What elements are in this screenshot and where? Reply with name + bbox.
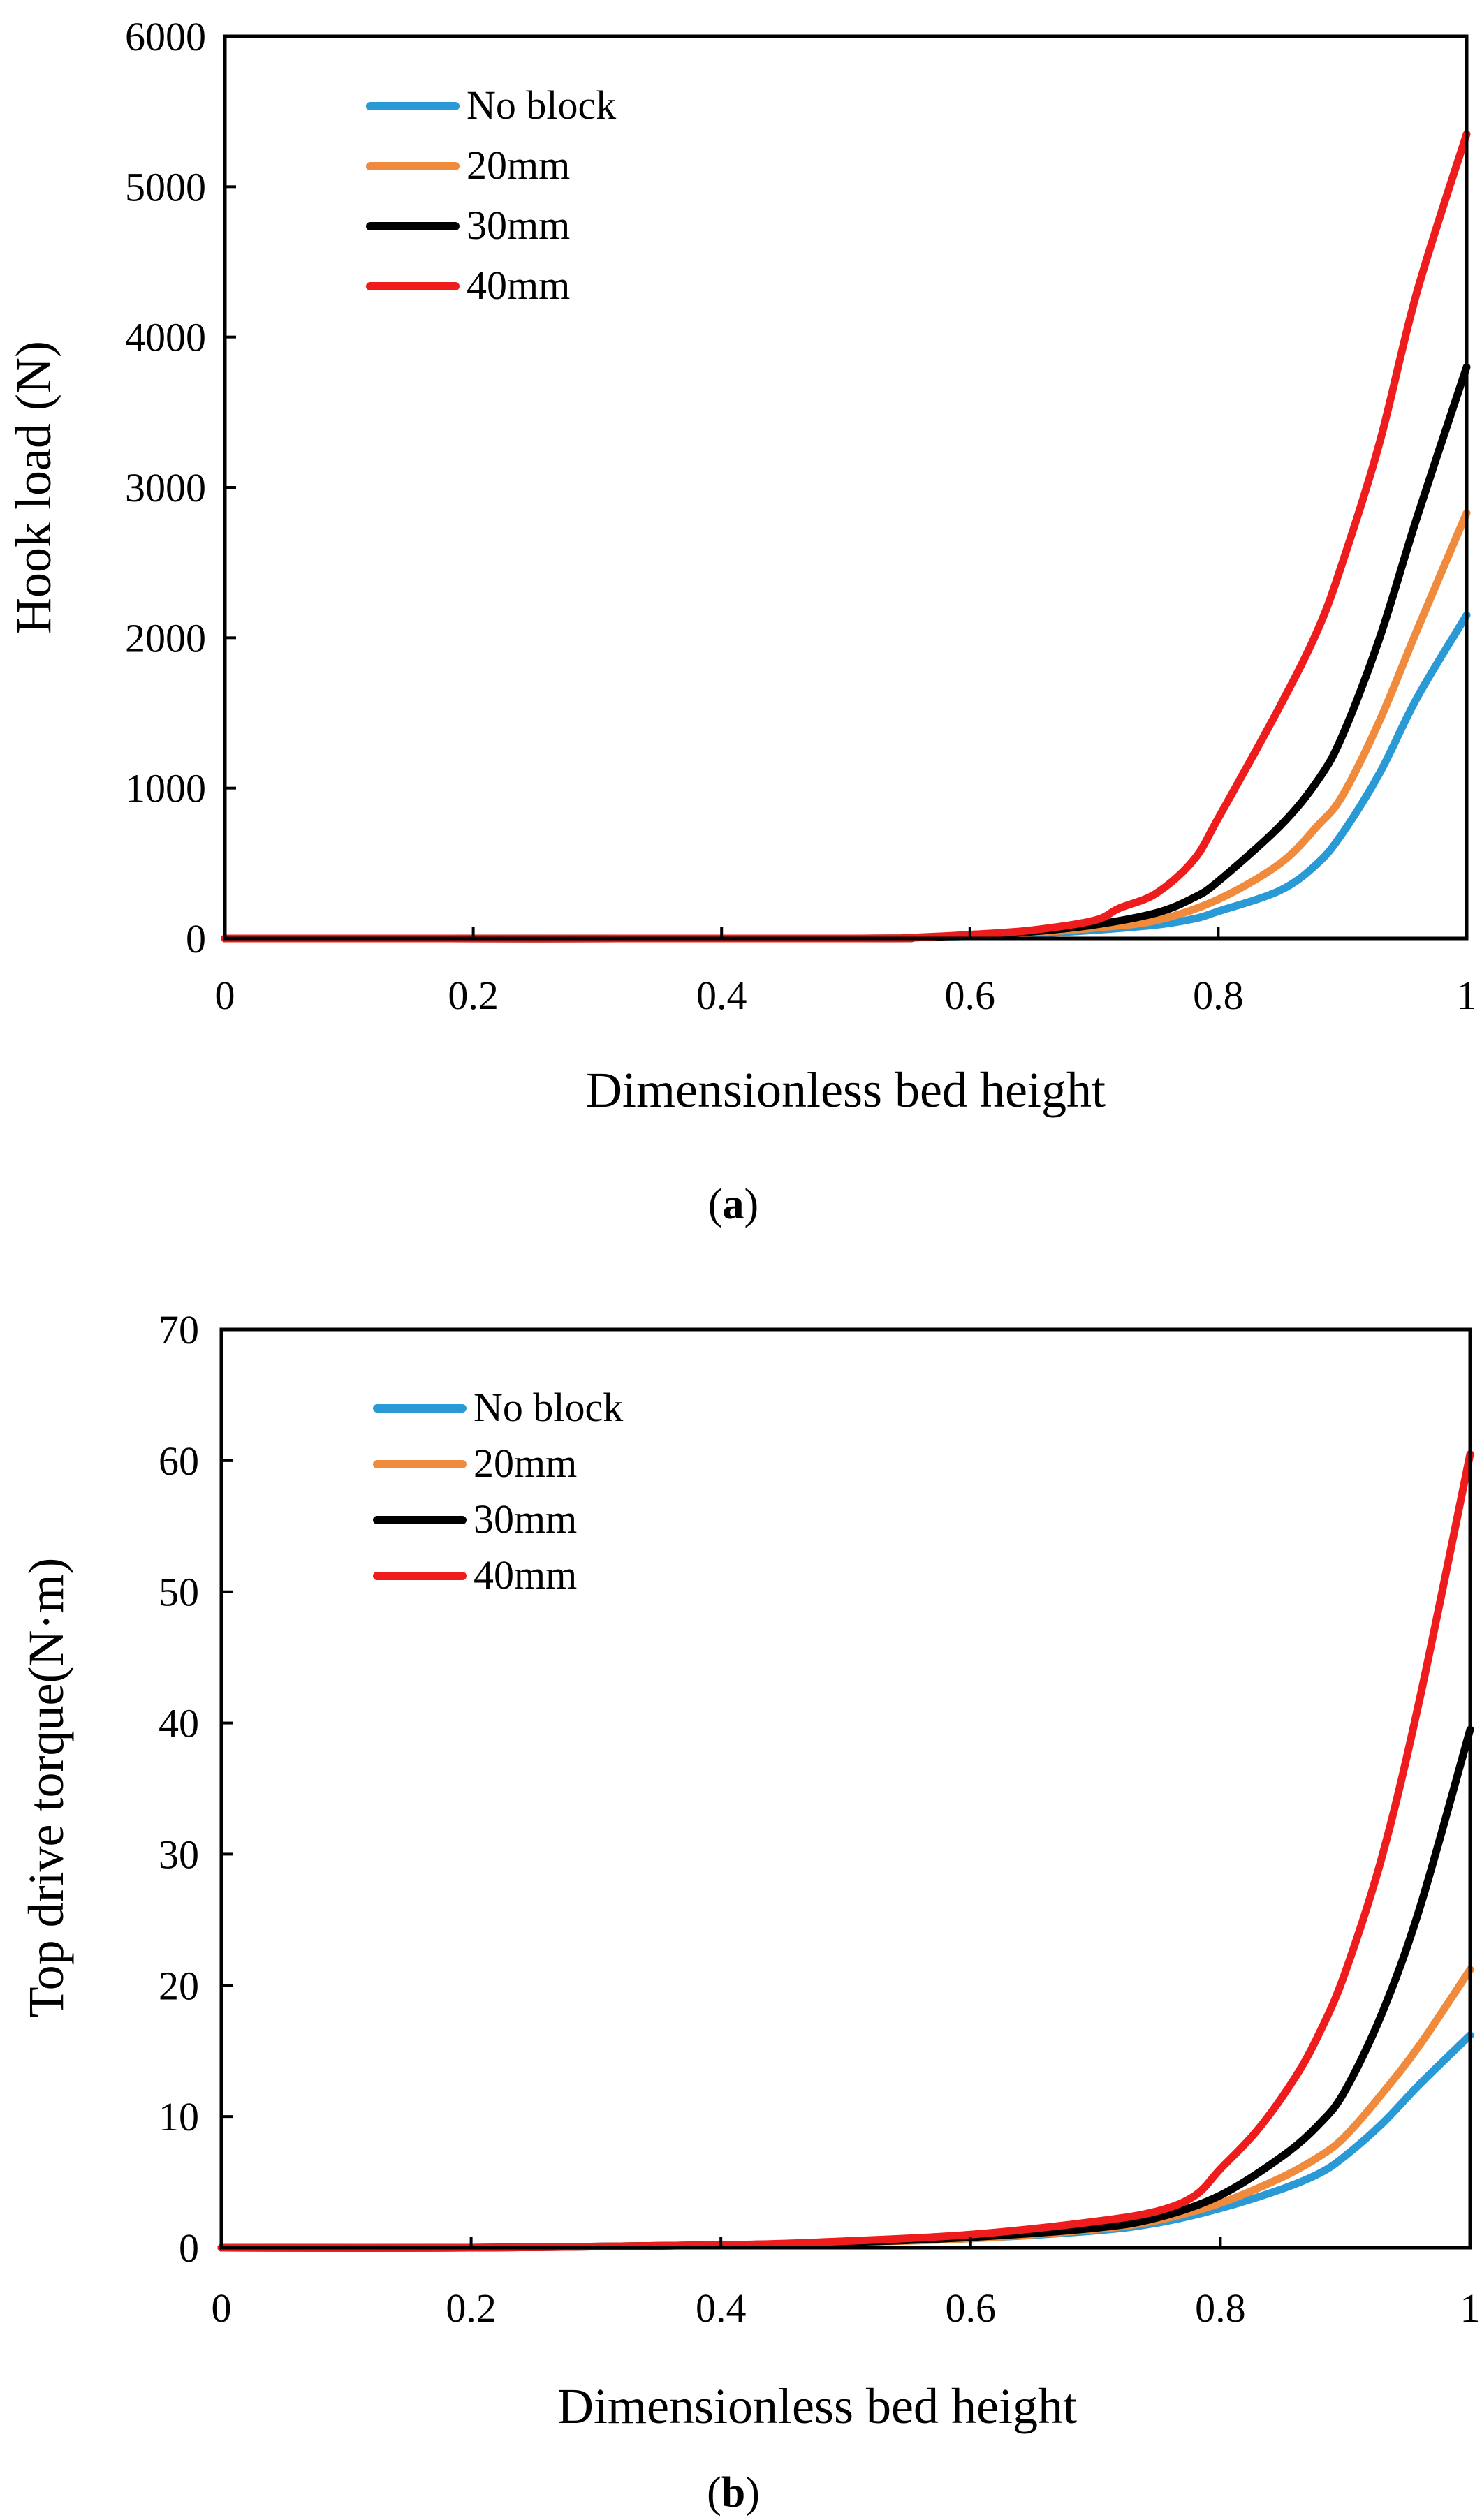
legend-label-20mm: 20mm (467, 142, 570, 188)
plot-frame-a (223, 34, 1469, 941)
series-line-40mm (217, 1450, 1474, 2252)
y-tick-label: 6000 (125, 14, 206, 59)
y-tick-label: 0 (179, 2225, 199, 2271)
x-tick-label: 0.4 (696, 2285, 747, 2331)
y-tick-label: 20 (159, 1963, 199, 2008)
x-tick-label: 0.6 (945, 973, 996, 1018)
series-line-no-block (221, 611, 1471, 943)
y-tick-label: 40 (159, 1701, 199, 1746)
plot-frame-b (219, 1327, 1472, 2250)
x-tick-label: 0.6 (946, 2285, 997, 2331)
y-tick-label: 4000 (125, 315, 206, 360)
y-tick-label: 1000 (125, 766, 206, 811)
panel-label-b-letter: b (721, 2469, 745, 2517)
y-tick-label: 30 (159, 1832, 199, 1877)
chart-panel-a: 0 0.2 0.4 0.6 0.8 10100020003000400050006000 … (6, 14, 1477, 1228)
series-line-30mm (217, 1725, 1474, 2252)
panel-label-a: (a) (708, 1181, 758, 1228)
x-tick-label: 0 (212, 2285, 232, 2331)
series-line-30mm (221, 363, 1471, 943)
y-tick-label: 3000 (125, 465, 206, 510)
x-tick-label: 0.2 (446, 2285, 497, 2331)
panel-label-b: (b) (707, 2469, 760, 2517)
legend-label-40mm: 40mm (467, 263, 570, 308)
y-tick-label: 60 (159, 1438, 199, 1484)
y-tick-label: 0 (186, 916, 206, 961)
y-axis-title-b: Top drive torque(N·m) (18, 1558, 74, 2018)
legend-label-20mm: 20mm (474, 1440, 577, 1486)
x-tick-label: 0.8 (1195, 2285, 1246, 2331)
series-line-40mm (221, 130, 1471, 943)
y-tick-label: 10 (159, 2094, 199, 2139)
legend-label-30mm: 30mm (474, 1496, 577, 1542)
x-tick-label: 0.8 (1193, 973, 1244, 1018)
legend-label-no-block: No block (467, 82, 616, 128)
x-axis-title-b: Dimensionless bed height (557, 2378, 1077, 2434)
series-line-no-block (217, 2031, 1474, 2252)
legend-b: No block 20mm 30mm 40mm (373, 1385, 623, 1598)
x-tick-label: 0 (215, 973, 235, 1018)
legend-label-no-block: No block (474, 1385, 623, 1430)
x-tick-label: 1 (1460, 2285, 1481, 2331)
legend-label-30mm: 30mm (467, 202, 570, 248)
y-tick-label: 2000 (125, 615, 206, 661)
x-tick-label: 0.2 (448, 973, 499, 1018)
legend-a: No block 20mm 30mm 40mm (366, 82, 616, 308)
x-tick-label: 0.4 (696, 973, 747, 1018)
x-axis-title-a: Dimensionless bed height (586, 1062, 1106, 1118)
series-line-20mm (221, 509, 1471, 943)
y-tick-label: 70 (159, 1307, 199, 1353)
y-axis-title-a: Hook load (N) (6, 341, 61, 634)
series-line-20mm (217, 1966, 1474, 2252)
plot-series-a (221, 130, 1471, 943)
y-tick-label: 50 (159, 1570, 199, 1615)
axis-ticks-a: 0 0.2 0.4 0.6 0.8 1 0 1000 2000 3000 4000 5000 6000 (125, 14, 1477, 1018)
panel-label-a-letter: a (723, 1181, 744, 1228)
y-tick-label: 5000 (125, 164, 206, 209)
legend-label-40mm: 40mm (474, 1552, 577, 1598)
x-tick-label: 1 (1457, 973, 1477, 1018)
